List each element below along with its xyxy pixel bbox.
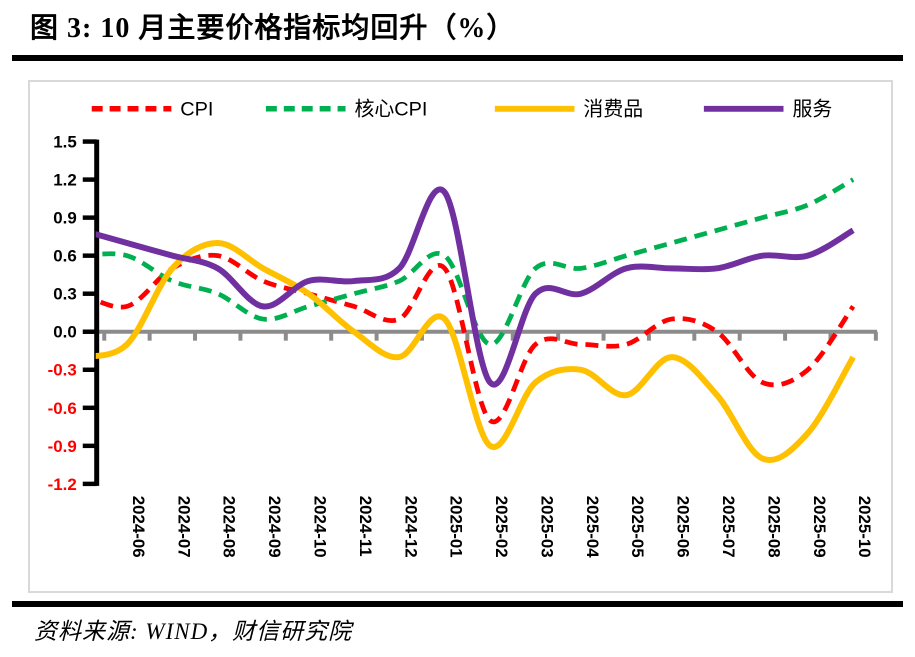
series-line-1	[95, 177, 855, 347]
y-tick-label: 1.2	[53, 171, 77, 190]
legend-item-3: 服务	[703, 99, 832, 121]
figure-title: 图 3: 10 月主要价格指标均回升（%）	[30, 13, 516, 44]
x-tick-label: 2025-04	[583, 496, 602, 558]
y-tick-label: 1.5	[53, 133, 77, 152]
x-tick-label: 2024-08	[220, 496, 239, 558]
y-tick-label: -0.3	[48, 361, 77, 380]
x-tick-label: 2024-11	[356, 496, 375, 557]
legend-label: 核心CPI	[354, 99, 427, 121]
y-tick-label: -0.6	[48, 399, 77, 418]
legend-label: 服务	[792, 99, 832, 121]
legend-label: CPI	[180, 99, 213, 121]
chart-container: 1.5 1.2 0.9 0.6 0.3 0.0 -0.3 -0.6 -0.9 -1.2 2024-0…	[28, 80, 893, 593]
y-tick-label: 0.3	[53, 285, 77, 304]
legend-label: 消费品	[583, 99, 643, 121]
x-tick-label: 2025-07	[719, 496, 738, 558]
y-tick-label: 0.6	[53, 247, 77, 266]
bottom-divider	[12, 601, 903, 607]
legend-item-1: 核心CPI	[265, 99, 427, 121]
y-tick-label: -0.9	[48, 437, 77, 456]
legend-item-2: 消费品	[494, 99, 643, 121]
source-note: 资料来源: WIND，财信研究院	[34, 619, 353, 644]
series-line-3	[95, 186, 855, 388]
series-line-0	[95, 252, 856, 425]
line-chart: 1.5 1.2 0.9 0.6 0.3 0.0 -0.3 -0.6 -0.9 -1.2 2024-0…	[48, 99, 878, 558]
x-tick-label: 2025-01	[447, 496, 466, 558]
x-tick-label: 2025-09	[810, 496, 829, 558]
y-tick-label: 0.0	[53, 323, 77, 342]
top-divider	[12, 55, 903, 61]
x-tick-label: 2025-05	[628, 496, 647, 558]
y-tick-label: -1.2	[48, 475, 77, 494]
x-tick-label: 2025-10	[855, 496, 874, 558]
legend-item-0: CPI	[91, 99, 213, 121]
x-tick-label: 2025-03	[537, 496, 556, 558]
x-tick-label: 2025-08	[764, 496, 783, 558]
x-tick-label: 2025-02	[492, 496, 511, 558]
y-tick-label: 0.9	[53, 209, 77, 228]
x-tick-label: 2024-12	[401, 496, 420, 558]
x-tick-label: 2025-06	[674, 496, 693, 558]
x-tick-label: 2024-09	[265, 496, 284, 558]
x-tick-label: 2024-06	[129, 496, 148, 558]
x-tick-label: 2024-10	[310, 496, 329, 558]
series-group	[95, 177, 856, 463]
x-tick-label: 2024-07	[174, 496, 193, 558]
series-line-2	[95, 240, 856, 463]
